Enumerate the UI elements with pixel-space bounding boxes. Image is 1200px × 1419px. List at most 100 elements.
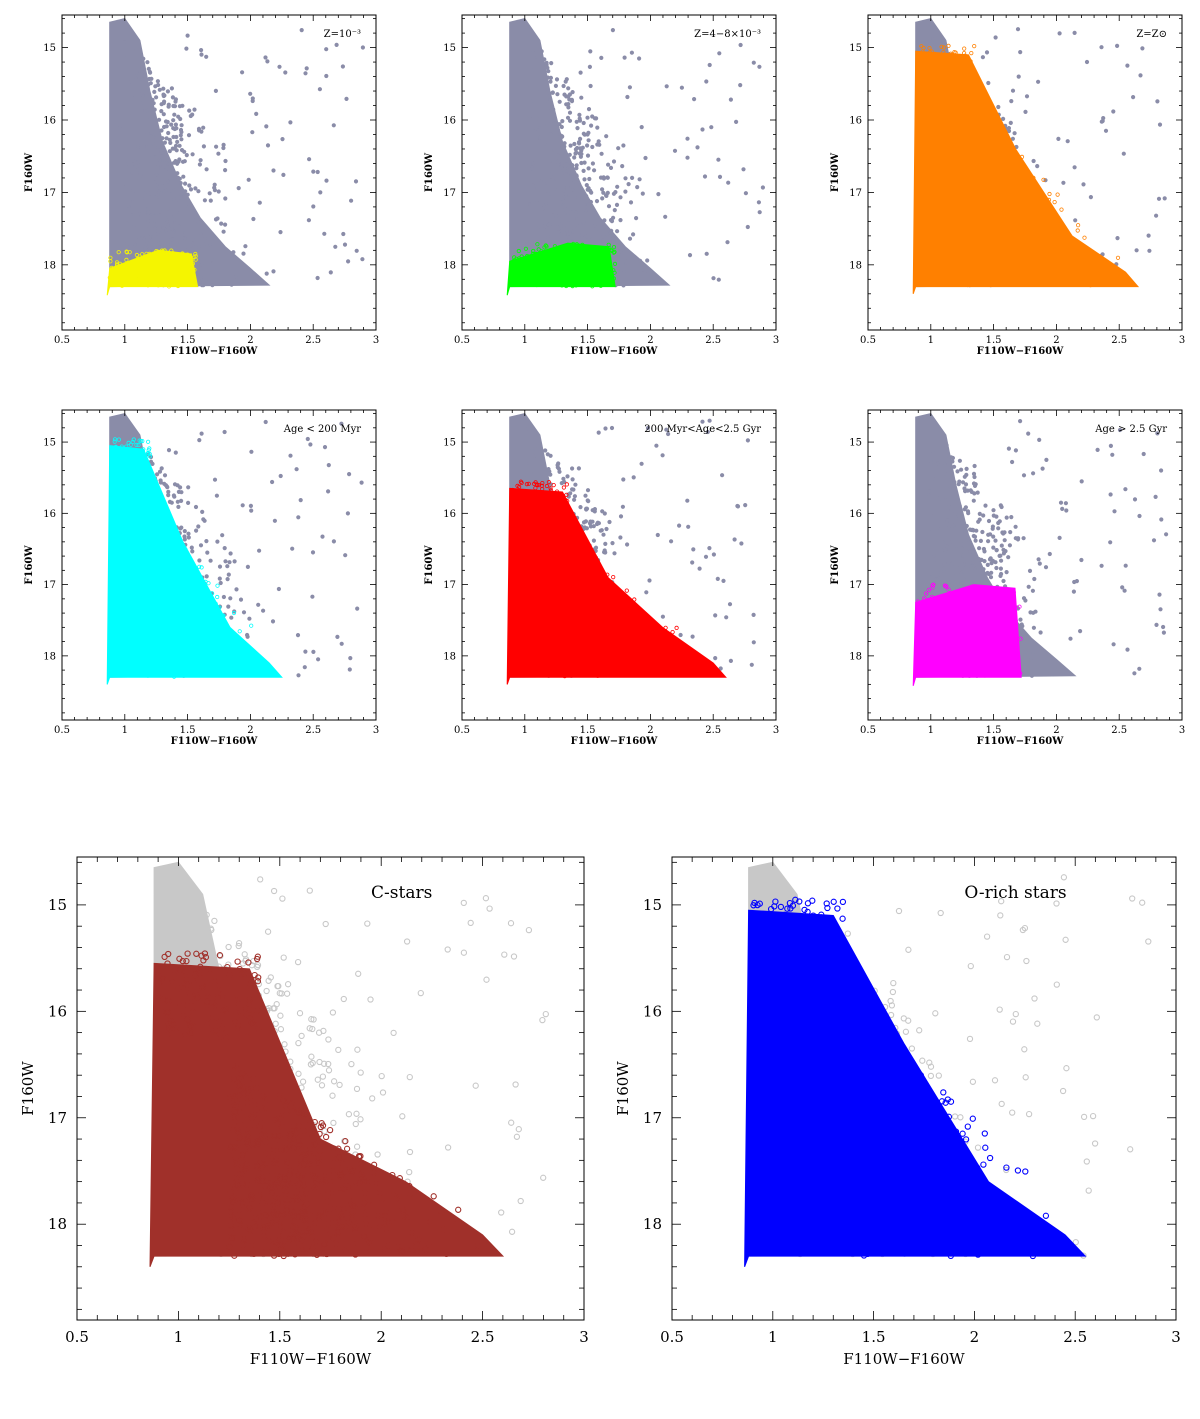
highlight-scatter (129, 497, 258, 679)
data-point (296, 515, 301, 520)
data-point (178, 133, 183, 138)
data-point (577, 136, 583, 141)
panel-label: Age > 2.5 Gyr (1094, 424, 1167, 435)
data-point (587, 276, 592, 281)
data-point (182, 625, 187, 630)
highlight-dense (912, 50, 1140, 294)
data-point (116, 467, 121, 472)
data-point (618, 514, 624, 519)
data-point (935, 457, 940, 463)
data-point (167, 262, 172, 267)
data-point (192, 603, 198, 609)
data-point (535, 277, 540, 282)
data-point (532, 498, 537, 503)
data-point (631, 626, 637, 631)
data-point (110, 456, 116, 461)
data-point (561, 537, 566, 542)
data-point (570, 229, 576, 234)
data-point (1026, 584, 1031, 589)
data-point (1016, 275, 1021, 280)
data-point (544, 60, 549, 65)
data-point (600, 615, 606, 621)
data-point (208, 627, 213, 633)
data-point (189, 243, 194, 248)
data-point (535, 242, 540, 247)
data-point (597, 583, 602, 588)
data-point (529, 272, 534, 277)
ticks (61, 410, 377, 720)
data-point (190, 627, 195, 632)
data-point (122, 185, 127, 190)
data-point (169, 86, 174, 91)
x-tick-label: 3 (1179, 335, 1185, 346)
data-point (531, 65, 536, 70)
data-point (623, 260, 629, 265)
data-point (581, 120, 586, 126)
plot-frame (461, 14, 777, 331)
data-point (134, 479, 139, 485)
data-point (202, 662, 207, 668)
data-point (971, 528, 976, 533)
data-point (116, 250, 121, 255)
highlight-dense (149, 962, 505, 1267)
data-point (1051, 264, 1056, 269)
data-point (306, 887, 313, 894)
data-point (160, 198, 165, 203)
data-point (565, 474, 570, 479)
data-point (593, 280, 599, 285)
data-point (288, 453, 293, 458)
data-point (636, 56, 642, 61)
data-point (950, 81, 955, 86)
data-point (709, 125, 714, 130)
data-point (197, 162, 202, 167)
data-point (545, 192, 550, 197)
data-point (157, 117, 162, 122)
data-point (1012, 270, 1018, 275)
data-point (148, 607, 153, 612)
data-point (165, 609, 170, 614)
data-point (172, 494, 177, 499)
data-point (591, 168, 597, 173)
data-point (948, 662, 953, 667)
data-point (1082, 235, 1087, 240)
data-point (960, 110, 965, 115)
data-point (529, 446, 534, 451)
data-point (544, 107, 549, 112)
data-point (162, 575, 167, 581)
data-point (928, 650, 933, 655)
data-point (996, 606, 1002, 612)
data-point (968, 105, 973, 111)
data-point (196, 244, 201, 249)
data-point (955, 132, 960, 137)
data-point (995, 226, 1001, 231)
data-point (228, 596, 233, 601)
data-point (643, 155, 648, 161)
data-point (1030, 588, 1036, 593)
data-point (135, 642, 140, 648)
data-point (927, 45, 932, 51)
plot-area (506, 413, 756, 685)
data-point (1108, 443, 1114, 448)
data-point (1000, 212, 1006, 217)
data-point (546, 254, 551, 259)
data-point (932, 640, 938, 646)
data-point (131, 437, 136, 442)
data-point (183, 596, 188, 601)
data-point (1036, 79, 1041, 84)
data-point (141, 447, 146, 452)
x-tick-label: 1.5 (580, 335, 596, 346)
data-point (177, 540, 182, 545)
data-point (510, 532, 516, 537)
data-point (1015, 27, 1021, 32)
data-point (156, 265, 161, 270)
data-point (555, 624, 560, 629)
data-point (607, 579, 612, 584)
data-point (572, 171, 577, 176)
data-point (525, 926, 533, 934)
data-point (685, 498, 690, 503)
data-point (1044, 457, 1049, 462)
data-point (554, 516, 559, 522)
data-point (579, 233, 585, 238)
data-point (645, 633, 650, 638)
data-point (991, 545, 996, 550)
